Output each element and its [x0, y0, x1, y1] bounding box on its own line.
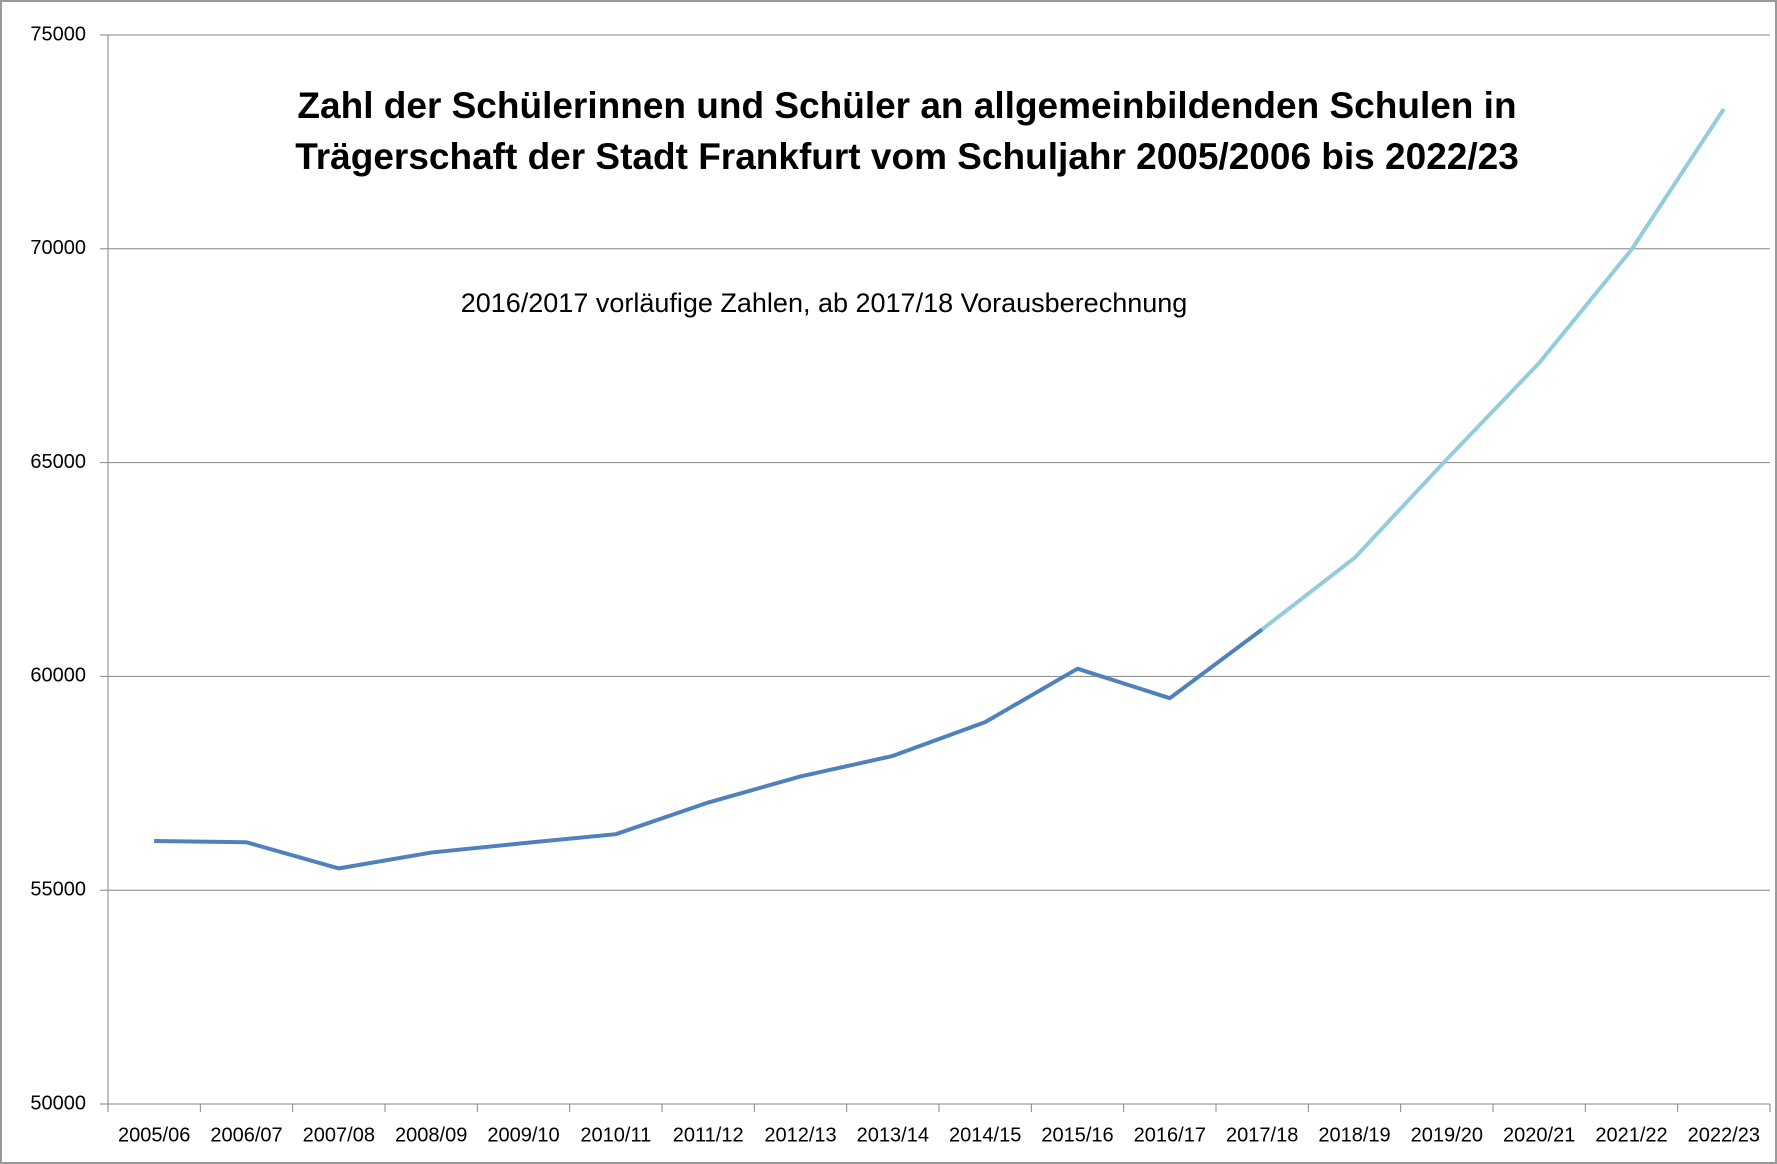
x-tick-label: 2006/07 — [210, 1124, 282, 1146]
x-tick-label: 2022/23 — [1688, 1124, 1760, 1146]
line-series — [1260, 107, 1726, 631]
x-tick-label: 2012/13 — [764, 1124, 836, 1146]
x-tick-label: 2019/20 — [1411, 1124, 1483, 1146]
y-tick-label: 60000 — [30, 665, 86, 687]
chart-title: Zahl der Schülerinnen und Schüler an all… — [297, 85, 1516, 126]
x-tick-label: 2011/12 — [673, 1124, 744, 1146]
x-tick-label: 2009/10 — [487, 1124, 559, 1146]
y-tick-label: 50000 — [30, 1092, 86, 1114]
x-tick-label: 2017/18 — [1226, 1124, 1298, 1146]
x-tick-label: 2008/09 — [395, 1124, 467, 1146]
y-tick-label: 65000 — [30, 451, 86, 473]
x-tick-label: 2007/08 — [303, 1124, 375, 1146]
line-series — [154, 627, 1264, 871]
annotation: 2016/2017 vorläufige Zahlen, ab 2017/18 … — [461, 288, 1188, 318]
x-tick-label: 2021/22 — [1595, 1124, 1667, 1146]
x-tick-label: 2020/21 — [1503, 1124, 1575, 1146]
x-tick-label: 2013/14 — [857, 1124, 929, 1146]
y-tick-label: 70000 — [30, 237, 86, 259]
x-tick-label: 2005/06 — [118, 1124, 190, 1146]
x-tick-label: 2014/15 — [949, 1124, 1021, 1146]
x-tick-label: 2015/16 — [1041, 1124, 1113, 1146]
x-tick-label: 2016/17 — [1134, 1124, 1206, 1146]
y-tick-label: 55000 — [30, 878, 86, 900]
y-tick-label: 75000 — [30, 23, 86, 45]
chart-title: Trägerschaft der Stadt Frankfurt vom Sch… — [295, 136, 1519, 177]
x-tick-label: 2010/11 — [580, 1124, 651, 1146]
x-tick-label: 2018/19 — [1318, 1124, 1390, 1146]
